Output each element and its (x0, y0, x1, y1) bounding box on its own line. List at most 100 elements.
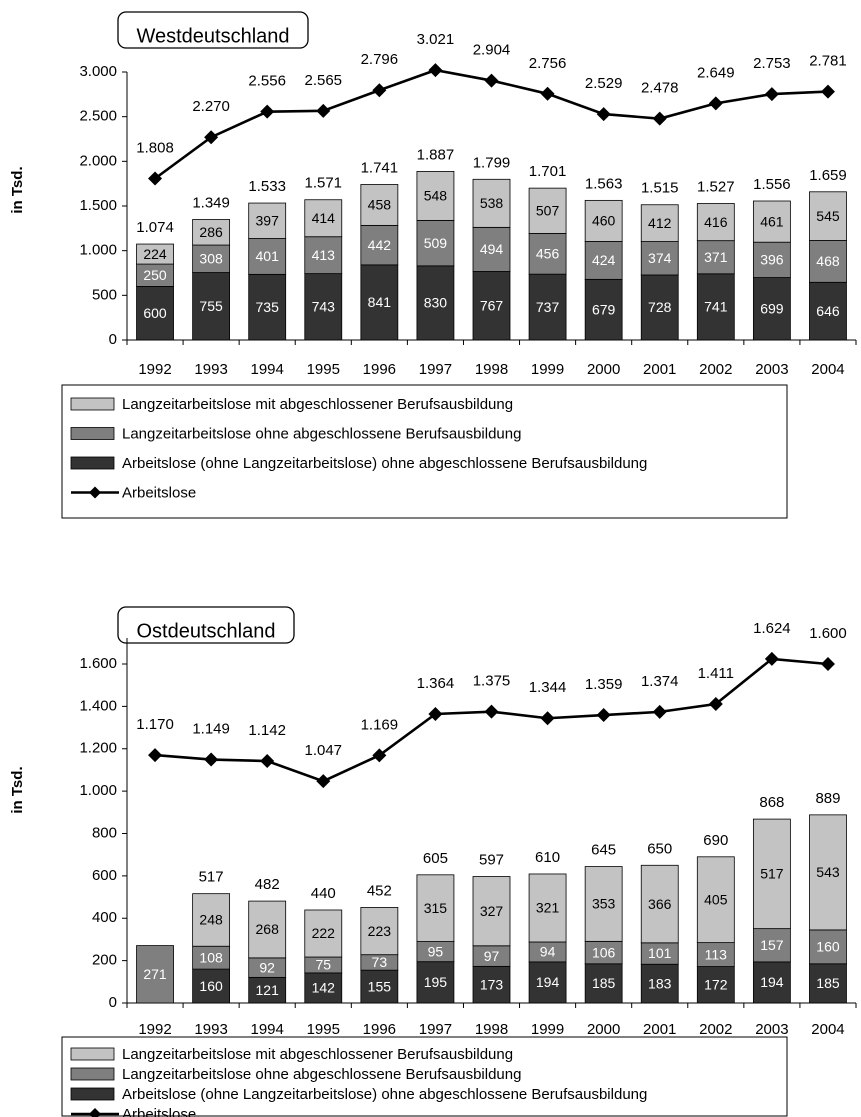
bar-total-label: 517 (199, 869, 224, 886)
y-tick-label: 200 (92, 952, 117, 969)
bar-value-label: 101 (648, 945, 672, 961)
bar-value-label: 224 (143, 246, 167, 262)
line-value-label: 2.556 (248, 73, 286, 90)
bar-value-label: 73 (372, 954, 388, 970)
line-point-arbeitslose (596, 708, 611, 723)
bar-value-label: 461 (760, 213, 784, 229)
y-tick-label: 1.200 (79, 740, 117, 757)
bar-value-label: 223 (368, 923, 392, 939)
line-value-label: 2.904 (473, 42, 511, 59)
bar-value-label: 173 (480, 976, 504, 992)
bar-lz-ohne-ausbildung (752, 928, 791, 963)
y-tick-label: 2.500 (79, 108, 117, 125)
line-value-label: 2.649 (697, 64, 735, 81)
line-value-label: 2.796 (361, 51, 399, 68)
bar-lz-mit-ausbildung (696, 203, 735, 242)
x-tick-label: 2000 (587, 1021, 620, 1038)
bar-lz-mit-ausbildung (304, 909, 343, 958)
y-tick-label: 600 (92, 867, 117, 884)
legend-label: Arbeitslose (ohne Langzeitarbeitslose) o… (122, 455, 647, 472)
bar-value-label: 142 (312, 980, 336, 996)
y-tick-label: 2.000 (79, 152, 117, 169)
bar-lz-mit-ausbildung (528, 873, 567, 943)
bar-value-label: 155 (368, 978, 392, 994)
line-point-arbeitslose (540, 711, 555, 726)
bar-lz-mit-ausbildung (360, 184, 399, 226)
bar-value-label: 412 (648, 215, 672, 231)
chart-title-box (117, 11, 309, 49)
bar-total-label: 597 (479, 851, 504, 868)
y-tick-label: 3.000 (79, 63, 117, 80)
line-value-label: 1.047 (304, 742, 342, 759)
bar-value-label: 108 (199, 949, 223, 965)
bar-arbeitslose-ohne-lz (472, 271, 511, 341)
y-tick-label: 1.600 (79, 655, 117, 672)
y-tick-label: 800 (92, 824, 117, 841)
bar-total-label: 1.571 (304, 175, 342, 192)
bar-value-label: 741 (704, 299, 728, 315)
bar-arbeitslose-ohne-lz (528, 273, 567, 341)
bar-value-label: 286 (199, 224, 223, 240)
bar-total-label: 1.887 (417, 146, 455, 163)
y-axis-label: in Tsd. (9, 766, 26, 813)
bar-total-label: 1.527 (697, 178, 735, 195)
bar-value-label: 183 (648, 975, 672, 991)
bar-total-label: 1.349 (192, 194, 230, 211)
bar-arbeitslose-ohne-lz (752, 277, 791, 341)
bar-value-label: 413 (312, 247, 336, 263)
line-value-label: 2.478 (641, 80, 679, 97)
line-point-arbeitslose (652, 111, 667, 126)
bar-value-label: 517 (760, 866, 784, 882)
line-point-arbeitslose (148, 171, 163, 186)
bar-total-label: 1.799 (473, 154, 511, 171)
legend-swatch (70, 456, 115, 470)
bar-arbeitslose-ohne-lz (809, 281, 847, 341)
bar-value-label: 460 (592, 213, 616, 229)
legend-box (61, 384, 788, 519)
bar-value-label: 548 (424, 188, 448, 204)
bar-lz-mit-ausbildung (809, 814, 847, 931)
bar-lz-mit-ausbildung (752, 200, 791, 243)
x-tick-label: 1996 (363, 1021, 396, 1038)
line-point-arbeitslose (316, 103, 331, 118)
bar-value-label: 366 (648, 896, 672, 912)
bar-total-label: 868 (759, 794, 784, 811)
bar-value-label: 543 (816, 864, 840, 880)
line-value-label: 1.411 (698, 665, 734, 682)
bar-arbeitslose-ohne-lz (584, 963, 623, 1004)
bar-arbeitslose-ohne-lz (696, 273, 735, 341)
bar-lz-mit-ausbildung (248, 900, 287, 959)
bar-value-label: 308 (199, 250, 223, 266)
line-value-label: 2.753 (753, 55, 791, 72)
bar-value-label: 735 (256, 299, 280, 315)
line-point-arbeitslose (484, 704, 499, 719)
line-value-label: 1.142 (248, 722, 286, 739)
bar-value-label: 353 (592, 896, 616, 912)
bar-value-label: 248 (199, 912, 223, 928)
bar-total-label: 645 (591, 842, 616, 859)
line-value-label: 3.021 (417, 31, 455, 48)
bar-total-label: 1.563 (585, 175, 623, 192)
bar-value-label: 321 (536, 900, 560, 916)
bar-total-label: 452 (367, 882, 392, 899)
bar-lz-ohne-ausbildung (416, 219, 455, 267)
line-value-label: 2.529 (585, 75, 623, 92)
bar-value-label: 194 (536, 974, 560, 990)
line-value-label: 1.364 (417, 675, 455, 692)
line-point-arbeitslose (372, 748, 387, 763)
line-point-arbeitslose (260, 104, 275, 119)
bar-arbeitslose-ohne-lz (584, 278, 623, 341)
bar-lz-mit-ausbildung (809, 191, 847, 241)
bar-value-label: 737 (536, 299, 560, 315)
chart-title-box (117, 606, 295, 644)
line-point-arbeitslose (484, 73, 499, 88)
legend-swatch (70, 1067, 115, 1081)
line-value-label: 1.170 (136, 716, 174, 733)
x-tick-label: 1998 (475, 361, 508, 378)
x-tick-label: 2001 (643, 1021, 676, 1038)
bar-lz-mit-ausbildung (248, 202, 287, 239)
bar-lz-mit-ausbildung (360, 907, 399, 956)
bar-value-label: 507 (536, 202, 560, 218)
bar-value-label: 94 (540, 944, 556, 960)
line-value-label: 1.624 (753, 620, 791, 637)
